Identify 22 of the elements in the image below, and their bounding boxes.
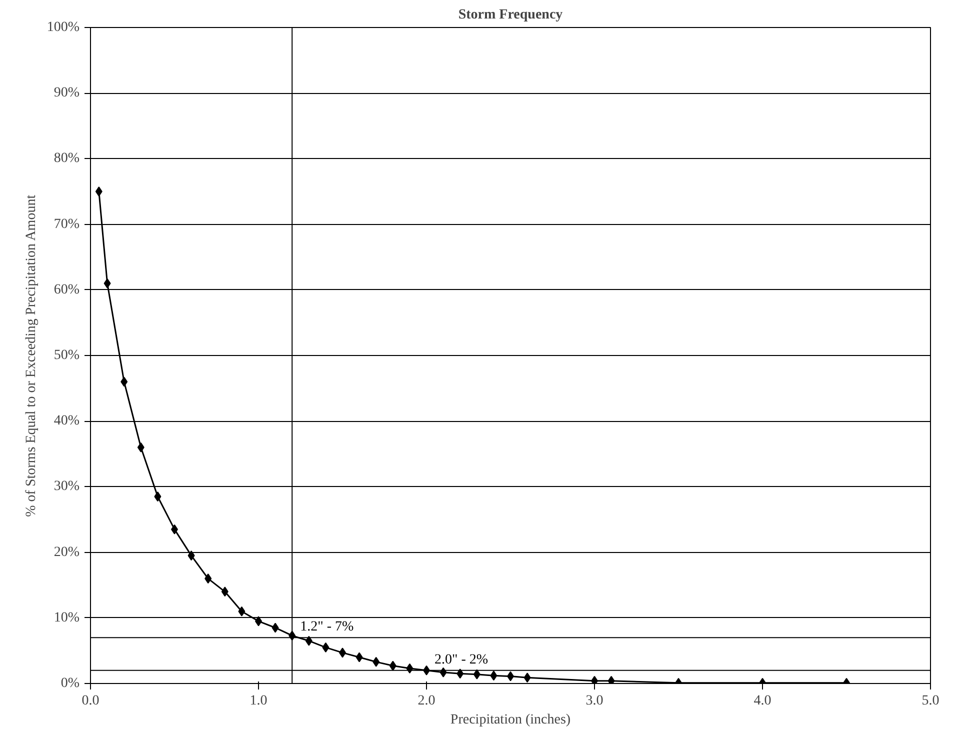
y-tick-label: 20% (54, 544, 80, 560)
y-tick-label: 50% (54, 348, 80, 363)
chart-title: Storm Frequency (458, 8, 563, 22)
y-tick-label: 0% (60, 676, 80, 691)
annotation: 1.2" - 7% (300, 620, 354, 635)
y-tick-label: 80% (54, 151, 80, 166)
y-tick-label: 10% (54, 610, 80, 626)
y-axis-title: % of Storms Equal to or Exceeding Precipitation Amount (24, 194, 39, 517)
x-tick-label: 2.0 (418, 694, 436, 708)
y-tick-label: 100% (46, 20, 80, 35)
x-tick-label: 0.0 (82, 694, 100, 708)
y-tick-label: 40% (54, 414, 80, 429)
y-tick-label: 30% (54, 479, 80, 494)
x-tick-label: 1.0 (250, 694, 268, 708)
x-tick-label: 5.0 (922, 694, 940, 708)
y-tick-label: 70% (54, 216, 80, 232)
x-tick-label: 4.0 (754, 694, 772, 708)
y-tick-label: 60% (54, 282, 80, 298)
x-tick-label: 3.0 (586, 694, 604, 708)
x-axis-title: Precipitation (inches) (450, 712, 571, 728)
annotation: 2.0" - 2% (434, 652, 488, 668)
y-tick-label: 90% (54, 86, 80, 101)
